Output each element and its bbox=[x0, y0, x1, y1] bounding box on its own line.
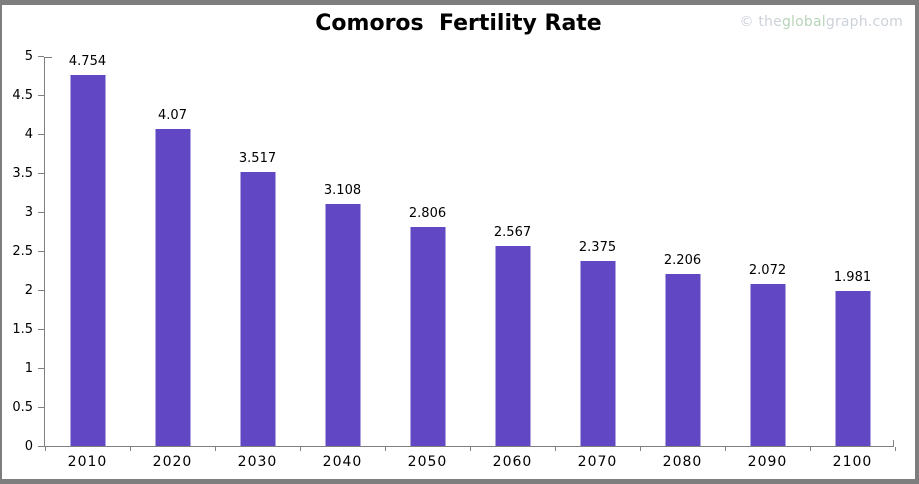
bar-2060 bbox=[495, 245, 530, 446]
x-axis-category-label: 2040 bbox=[322, 454, 363, 470]
bar-value-label: 4.07 bbox=[158, 107, 187, 123]
bar-group-2070: 2.375 2070 bbox=[555, 57, 640, 470]
y-axis-tick-label: 5 bbox=[24, 49, 33, 64]
bar-group-2030: 3.517 2030 bbox=[215, 57, 300, 470]
y-axis-tick-label: 2.5 bbox=[12, 244, 33, 259]
y-axis-tick bbox=[38, 406, 44, 408]
watermark-suffix: graph.com bbox=[825, 14, 903, 30]
bar-group-2020: 4.07 2020 bbox=[130, 57, 215, 470]
watermark-highlight: global bbox=[781, 14, 826, 30]
y-axis-tick-label: 3.5 bbox=[12, 166, 33, 181]
x-axis-category-label: 2010 bbox=[67, 454, 108, 470]
x-axis-tick bbox=[554, 447, 556, 451]
bar-group-2090: 2.072 2090 bbox=[725, 57, 810, 470]
y-axis-tick-label: 4 bbox=[24, 127, 33, 142]
bar-group-2060: 2.567 2060 bbox=[470, 57, 555, 470]
x-axis-tick bbox=[469, 447, 471, 451]
x-axis-tick bbox=[214, 447, 216, 451]
bar-group-2050: 2.806 2050 bbox=[385, 57, 470, 470]
x-axis-category-label: 2100 bbox=[832, 454, 873, 470]
bar-value-label: 3.108 bbox=[323, 182, 362, 198]
x-axis-category-label: 2090 bbox=[747, 454, 788, 470]
y-axis-tick bbox=[38, 367, 44, 369]
bar-2090 bbox=[750, 284, 785, 446]
x-axis-tick bbox=[724, 447, 726, 451]
y-axis-tick bbox=[38, 133, 44, 135]
bar-group-2010: 4.754 2010 bbox=[45, 54, 130, 470]
bar-2100 bbox=[835, 291, 870, 446]
x-axis-tick bbox=[129, 447, 131, 451]
bar-group-2080: 2.206 2080 bbox=[640, 57, 725, 470]
corner-pixel-artifact bbox=[0, 0, 4, 4]
bar-value-label: 4.754 bbox=[68, 54, 107, 70]
x-axis-tick bbox=[44, 447, 46, 451]
bar-2030 bbox=[240, 171, 275, 446]
bar-value-label: 1.981 bbox=[833, 270, 872, 286]
y-axis-endcap bbox=[45, 57, 52, 58]
bar-value-label: 3.517 bbox=[238, 150, 277, 166]
y-axis-tick-label: 1 bbox=[24, 361, 33, 376]
y-axis-tick bbox=[38, 211, 44, 213]
y-axis-tick bbox=[38, 445, 44, 447]
y-axis-tick bbox=[38, 55, 44, 57]
x-axis-tick bbox=[299, 447, 301, 451]
x-axis-tick bbox=[384, 447, 386, 451]
y-axis-tick bbox=[38, 289, 44, 291]
y-axis-tick bbox=[38, 250, 44, 252]
x-axis-tick bbox=[894, 447, 896, 451]
bar-2070 bbox=[580, 260, 615, 446]
bar-2020 bbox=[155, 128, 190, 446]
watermark-prefix: © the bbox=[739, 14, 782, 30]
x-axis-tick bbox=[639, 447, 641, 451]
x-axis-category-label: 2030 bbox=[237, 454, 278, 470]
y-axis-tick bbox=[38, 94, 44, 96]
bar-2050 bbox=[410, 227, 445, 446]
bar-value-label: 2.806 bbox=[408, 206, 447, 222]
y-axis-tick-label: 0 bbox=[24, 439, 33, 454]
y-axis-tick-label: 3 bbox=[24, 205, 33, 220]
x-axis-category-label: 2050 bbox=[407, 454, 448, 470]
bar-value-label: 2.072 bbox=[748, 263, 787, 279]
y-axis-tick-label: 4.5 bbox=[12, 88, 33, 103]
x-axis-category-label: 2070 bbox=[577, 454, 618, 470]
chart-title: Comoros Fertility Rate bbox=[315, 11, 602, 36]
y-axis-tick-label: 2 bbox=[24, 283, 33, 298]
y-axis-tick-label: 0.5 bbox=[12, 400, 33, 415]
watermark: © theglobalgraph.com bbox=[740, 14, 903, 30]
x-axis-endcap bbox=[893, 440, 894, 446]
bar-2040 bbox=[325, 203, 360, 446]
y-axis-tick bbox=[38, 328, 44, 330]
x-axis-category-label: 2060 bbox=[492, 454, 533, 470]
bar-value-label: 2.375 bbox=[578, 239, 617, 255]
plot-area: 5 4.5 4 3.5 3 2.5 2 1.5 1 0.5 0 4.754 2010 4.07 2020 3.… bbox=[12, 49, 896, 470]
bar-group-2100: 1.981 2100 bbox=[810, 57, 895, 470]
bar-value-label: 2.206 bbox=[663, 252, 702, 268]
y-axis-tick-label: 1.5 bbox=[12, 322, 33, 337]
x-axis-category-label: 2080 bbox=[662, 454, 703, 470]
bar-2010 bbox=[70, 75, 105, 446]
x-axis-tick bbox=[809, 447, 811, 451]
bar-2080 bbox=[665, 273, 700, 446]
x-axis-category-label: 2020 bbox=[152, 454, 193, 470]
y-axis-tick bbox=[38, 172, 44, 174]
bar-group-2040: 3.108 2040 bbox=[300, 57, 385, 470]
bar-value-label: 2.567 bbox=[493, 224, 532, 240]
